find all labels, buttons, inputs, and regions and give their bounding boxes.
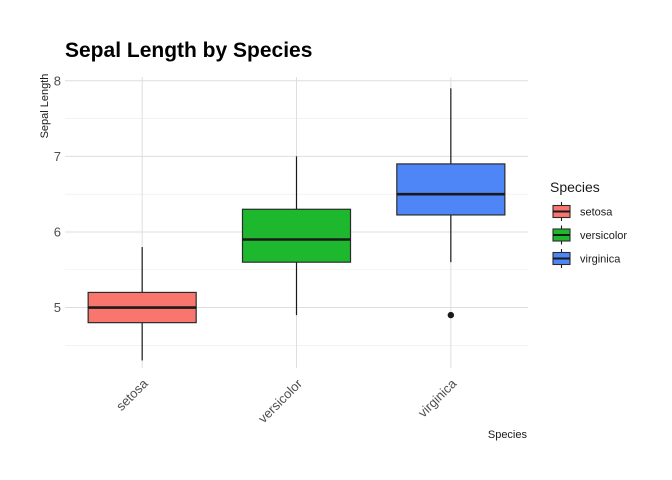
x-axis-ticks: setosa versicolor virginica (113, 375, 460, 425)
chart-title: Sepal Length by Species (65, 39, 312, 62)
legend-item-setosa: setosa (552, 202, 613, 221)
box-iqr (396, 163, 506, 216)
legend-label: setosa (580, 207, 613, 219)
y-axis-ticks: 5 6 7 8 (54, 73, 61, 315)
box-versicolor (241, 156, 352, 316)
x-tick-label: setosa (113, 375, 151, 413)
outlier-point (447, 311, 455, 319)
y-tick-label: 8 (54, 73, 61, 88)
x-tick-label: virginica (415, 375, 460, 420)
y-tick-label: 7 (54, 149, 61, 164)
legend-title: Species (550, 179, 600, 195)
y-axis-title: Sepal Length (39, 74, 51, 139)
legend-item-virginica: virginica (552, 249, 621, 268)
box-virginica (396, 88, 506, 319)
legend-item-versicolor: versicolor (552, 225, 627, 245)
legend: Species setosa versicolor virginica (550, 179, 627, 268)
legend-items: setosa versicolor virginica (552, 202, 627, 268)
y-tick-label: 5 (54, 300, 61, 315)
x-tick-label: versicolor (255, 375, 305, 425)
box-layer (87, 88, 506, 361)
y-tick-label: 6 (54, 224, 61, 239)
box-setosa (87, 247, 197, 361)
legend-label: versicolor (580, 230, 627, 242)
box-iqr (241, 208, 352, 263)
x-axis-title: Species (488, 429, 528, 441)
legend-label: virginica (580, 254, 621, 266)
